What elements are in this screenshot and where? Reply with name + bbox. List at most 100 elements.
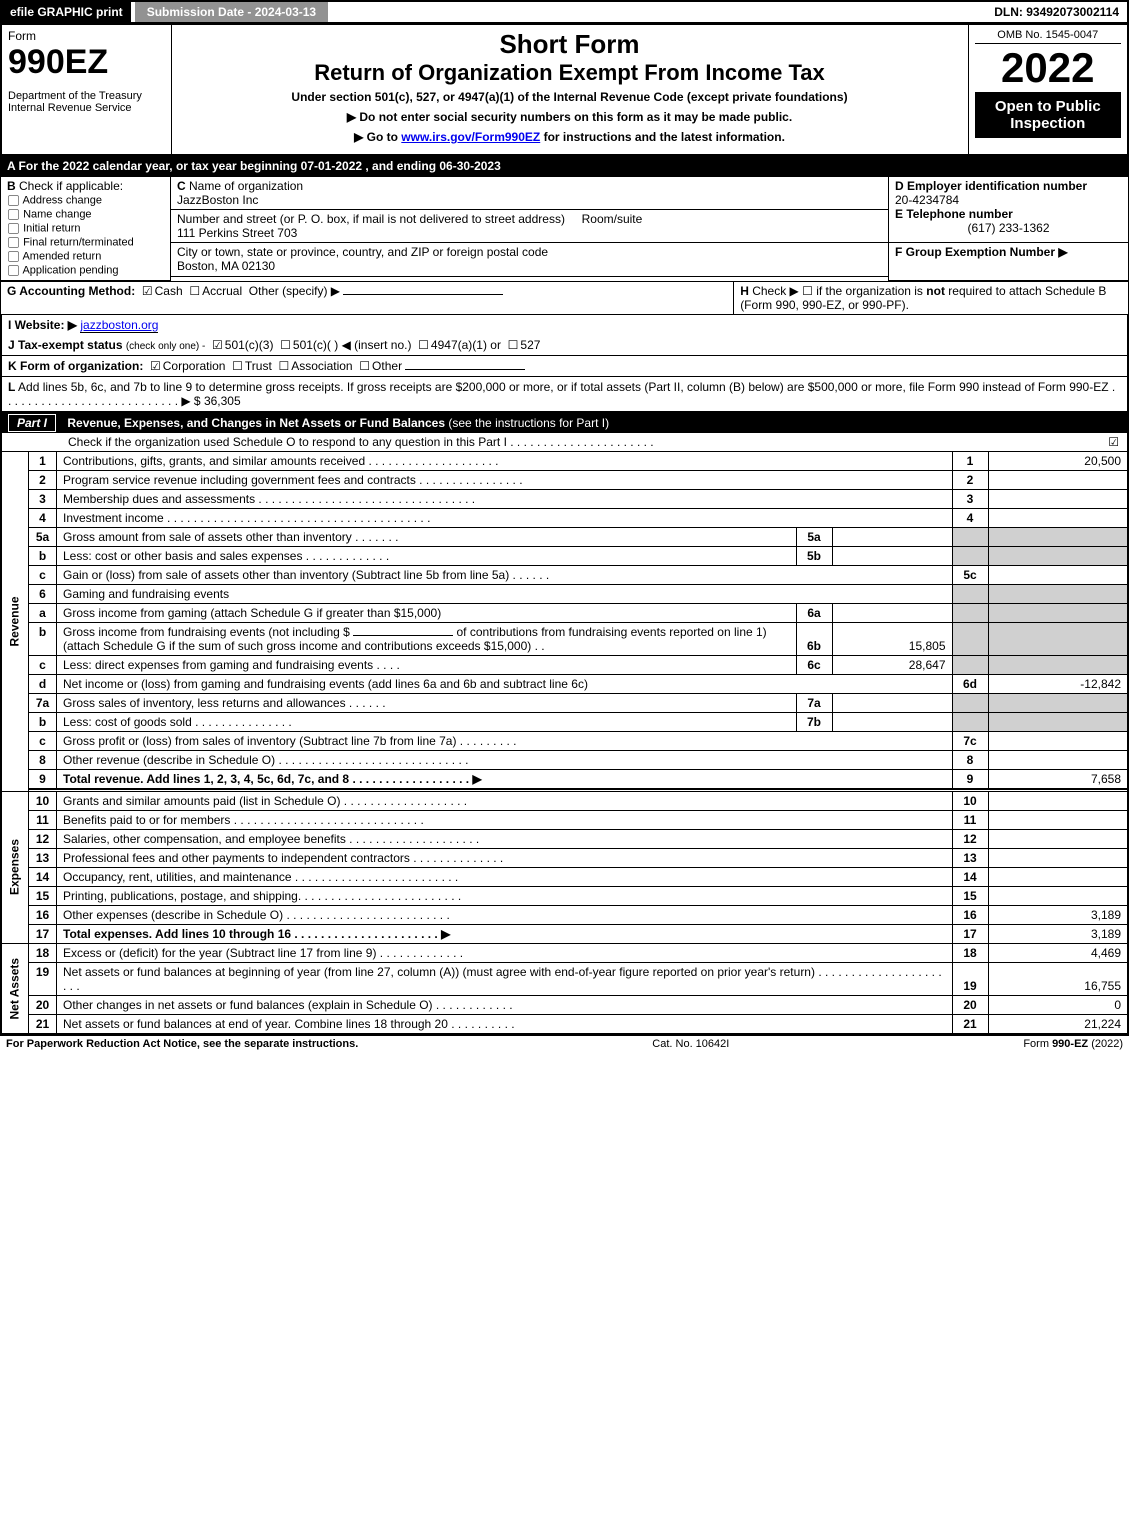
ein-label: D Employer identification number — [895, 179, 1087, 193]
h-not: not — [926, 284, 945, 298]
line-13-box: 13 — [952, 848, 988, 867]
street-value: 111 Perkins Street 703 — [177, 226, 297, 240]
line-7a-desc: Gross sales of inventory, less returns a… — [57, 694, 797, 713]
line-6c-miniamt: 28,647 — [832, 656, 952, 675]
line-6-desc: Gaming and fundraising events — [57, 585, 953, 604]
box-f: F Group Exemption Number ▶ — [889, 243, 1129, 281]
footer-right: Form 990-EZ (2022) — [1023, 1038, 1123, 1050]
line-5c-amt — [988, 566, 1128, 585]
cb-address-change[interactable]: Address change — [7, 194, 164, 207]
line-12-desc: Salaries, other compensation, and employ… — [57, 829, 953, 848]
group-exemption-label: F Group Exemption Number ▶ — [895, 245, 1068, 259]
dept-treasury: Department of the Treasury — [8, 90, 165, 102]
line-15-amt — [988, 886, 1128, 905]
part1-check-icon — [1108, 435, 1121, 449]
line-16-num: 16 — [29, 905, 57, 924]
line-17-num: 17 — [29, 924, 57, 943]
goto-prefix: ▶ Go to — [354, 130, 401, 144]
h-text2: required to attach Schedule B — [945, 284, 1106, 298]
line-3-amt — [988, 490, 1128, 509]
goto-instructions: ▶ Go to www.irs.gov/Form990EZ for instru… — [178, 130, 962, 144]
efile-print-label[interactable]: efile GRAPHIC print — [2, 2, 131, 22]
box-g: G Accounting Method: Cash Accrual Other … — [1, 282, 734, 315]
line-6c-desc: Less: direct expenses from gaming and fu… — [57, 656, 797, 675]
cash-label: Cash — [155, 284, 183, 298]
line-19-box: 19 — [952, 962, 988, 995]
city-label: City or town, state or province, country… — [177, 245, 548, 259]
footer-center: Cat. No. 10642I — [652, 1038, 729, 1050]
line-20-amt: 0 — [988, 995, 1128, 1014]
line-11-amt — [988, 810, 1128, 829]
box-c-city: City or town, state or province, country… — [171, 243, 889, 277]
cb-name-change[interactable]: Name change — [7, 208, 164, 221]
line-10-desc: Grants and similar amounts paid (list in… — [57, 791, 953, 810]
line-16-box: 16 — [952, 905, 988, 924]
line-7c-desc: Gross profit or (loss) from sales of inv… — [57, 732, 953, 751]
line-19-desc: Net assets or fund balances at beginning… — [57, 962, 953, 995]
footer-right-prefix: Form — [1023, 1038, 1052, 1050]
line-6a-greybox — [952, 604, 988, 623]
cb-application-pending[interactable]: Application pending — [7, 264, 164, 277]
line-8-box: 8 — [952, 751, 988, 770]
line-6a-greyamt — [988, 604, 1128, 623]
line-5b-minibox: 5b — [796, 547, 832, 566]
box-h: H Check ▶ ☐ if the organization is not r… — [734, 282, 1129, 315]
line-6b-blank — [353, 635, 453, 636]
line-6b-miniamt: 15,805 — [832, 623, 952, 656]
line-20-box: 20 — [952, 995, 988, 1014]
section-a-tax-year: A For the 2022 calendar year, or tax yea… — [0, 156, 1129, 176]
line-9-desc: Total revenue. Add lines 1, 2, 3, 4, 5c,… — [57, 770, 953, 790]
submission-date: Submission Date - 2024-03-13 — [135, 2, 328, 22]
line-2-amt — [988, 471, 1128, 490]
line-5a-greyamt — [988, 528, 1128, 547]
opt-501c: 501(c)( ) ◀ (insert no.) — [293, 338, 412, 352]
ein-value: 20-4234784 — [895, 193, 959, 207]
line-6c-greyamt — [988, 656, 1128, 675]
open-public-inspection: Open to Public Inspection — [975, 92, 1122, 138]
line-2-box: 2 — [952, 471, 988, 490]
line-7a-greyamt — [988, 694, 1128, 713]
opt-other: Other — [372, 359, 402, 373]
cb-final-return[interactable]: Final return/terminated — [7, 236, 164, 249]
line-5b-greybox — [952, 547, 988, 566]
cb-initial-return[interactable]: Initial return — [7, 222, 164, 235]
cb-amended-return[interactable]: Amended return — [7, 250, 164, 263]
line-11-box: 11 — [952, 810, 988, 829]
line-13-amt — [988, 848, 1128, 867]
line-5a-num: 5a — [29, 528, 57, 547]
line-14-box: 14 — [952, 867, 988, 886]
irs-link[interactable]: www.irs.gov/Form990EZ — [401, 130, 540, 144]
line-3-num: 3 — [29, 490, 57, 509]
phone-value: (617) 233-1362 — [895, 221, 1122, 235]
year-cell: OMB No. 1545-0047 2022 Open to Public In… — [968, 25, 1128, 156]
line-7b-miniamt — [832, 713, 952, 732]
cb-accrual-icon — [189, 284, 202, 298]
box-c-name: C Name of organization JazzBoston Inc — [171, 177, 889, 210]
line-6b-greyamt — [988, 623, 1128, 656]
opt-corp: Corporation — [163, 359, 226, 373]
cb-501c3-icon — [212, 338, 225, 352]
line-4-num: 4 — [29, 509, 57, 528]
line-5b-desc: Less: cost or other basis and sales expe… — [57, 547, 797, 566]
line-6c-minibox: 6c — [796, 656, 832, 675]
line-8-num: 8 — [29, 751, 57, 770]
line-4-amt — [988, 509, 1128, 528]
name-of-org-label: Name of organization — [189, 179, 303, 193]
box-i: I Website: ▶ jazzboston.org — [0, 315, 1129, 335]
box-l: L Add lines 5b, 6c, and 7b to line 9 to … — [0, 376, 1129, 413]
line-21-desc: Net assets or fund balances at end of ye… — [57, 1014, 953, 1034]
line-7b-desc: Less: cost of goods sold . . . . . . . .… — [57, 713, 797, 732]
line-6a-num: a — [29, 604, 57, 623]
line-17-box: 17 — [952, 924, 988, 943]
form-label: Form — [8, 29, 165, 43]
line-6c-num: c — [29, 656, 57, 675]
check-only-one: (check only one) - — [126, 341, 205, 352]
box-c-street: Number and street (or P. O. box, if mail… — [171, 210, 889, 243]
short-form-title: Short Form — [178, 29, 962, 60]
line-6b-greybox — [952, 623, 988, 656]
line-10-num: 10 — [29, 791, 57, 810]
website-link[interactable]: jazzboston.org — [80, 318, 158, 333]
line-14-num: 14 — [29, 867, 57, 886]
line-7b-num: b — [29, 713, 57, 732]
line-1-num: 1 — [29, 452, 57, 471]
